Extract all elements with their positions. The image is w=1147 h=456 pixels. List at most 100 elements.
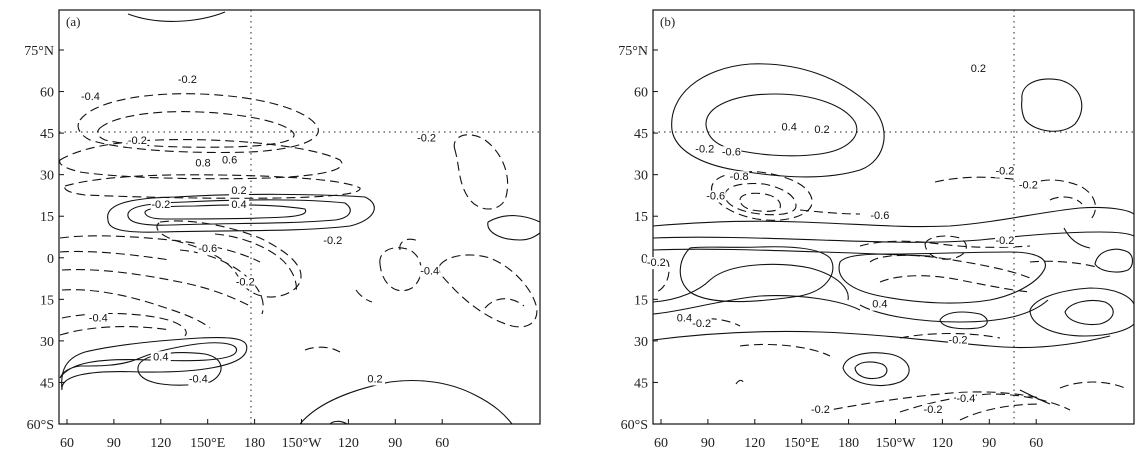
panel-a-y-tick-label: 45 bbox=[40, 376, 54, 391]
panel-a-contour-label-bg bbox=[228, 198, 249, 211]
panel-a-contour-label: -0.4 bbox=[189, 373, 208, 385]
panel-a-contour-label-bg bbox=[228, 185, 249, 198]
panel-b-contour-label-bg bbox=[721, 146, 742, 159]
panel-b-y-tick-label: 30 bbox=[634, 169, 648, 184]
panel-b-contour-label-bg bbox=[779, 121, 800, 134]
panel-b-contour-label-bg bbox=[691, 318, 712, 331]
panel-a-x-tick-label: 90 bbox=[388, 436, 402, 451]
panel-a-axes: 60 90 120 150°E 180 150°W 120 90 60 75°N 60 45 30 15 0… bbox=[24, 44, 449, 451]
panel-a-x-tick-label: 120 bbox=[150, 436, 171, 451]
panel-a-contour-label-bg bbox=[416, 132, 437, 145]
panel-a-y-tick-label: 75°N bbox=[24, 44, 54, 59]
panel-b-contour-label-bg bbox=[923, 403, 944, 416]
panel-a-y-tick-label: 45 bbox=[40, 127, 54, 142]
panel-a-y-tick-label: 15 bbox=[40, 293, 54, 308]
panel-a-contour-label: 0.2 bbox=[367, 373, 382, 385]
panel-b-contour-label: -0.6 bbox=[870, 210, 889, 222]
panel-b-x-tick-label: 150°E bbox=[784, 436, 819, 451]
panel-b-contour-label: 0.2 bbox=[971, 63, 986, 75]
panel-b-contours bbox=[652, 63, 1135, 421]
panel-b-x-tick-label: 90 bbox=[701, 436, 715, 451]
panel-a-x-tick-label: 90 bbox=[107, 436, 121, 451]
panel-a-contour-label: 0.2 bbox=[231, 185, 246, 197]
panel-a-y-tick-label: 30 bbox=[40, 335, 54, 350]
panel-b-y-tick-label: 15 bbox=[634, 293, 648, 308]
panel-b-x-tick-label: 120 bbox=[744, 436, 765, 451]
panel-a-contour-label-bg bbox=[364, 373, 385, 386]
panel-a-y-tick-label: 60°S bbox=[27, 418, 54, 433]
panel-a-contour-label-bg bbox=[177, 74, 198, 87]
panel-b-contour-label: -0.2 bbox=[995, 166, 1014, 178]
panel-a-contour-label: -0.2 bbox=[417, 132, 436, 144]
panel-b-contour-label-bg bbox=[729, 171, 750, 184]
panel-b-contour-label-bg bbox=[994, 165, 1015, 178]
panel-a-contours bbox=[59, 11, 541, 425]
panel-b-y-tick-label: 45 bbox=[634, 376, 648, 391]
panel-b-contour-label: -0.2 bbox=[695, 144, 714, 156]
panel-a-contour-label-bg bbox=[322, 234, 343, 247]
panel-a-contour-label-bg bbox=[219, 154, 240, 167]
panel-a-x-tick-label: 60 bbox=[60, 436, 74, 451]
panel-a-contour-label: -0.4 bbox=[89, 312, 108, 324]
panel-b-x-tick-label: 150°W bbox=[876, 436, 917, 451]
panel-b-contour-label-bg bbox=[968, 63, 989, 76]
panel-b-contour-label: 0.4 bbox=[677, 312, 692, 324]
panel-a-contour-label: 0.4 bbox=[153, 351, 168, 363]
panel-a-label: (a) bbox=[66, 14, 80, 29]
panel-b-y-tick-label: 60°S bbox=[621, 418, 648, 433]
panel-a-contour-label-bg bbox=[150, 351, 171, 364]
panel-b: (b) 60 90 120 150°E 180 150°W 120 90 60 75°N 60 45 3… bbox=[618, 9, 1135, 451]
panel-b-contour-label-bg bbox=[646, 257, 667, 270]
panel-a-contour-label-bg bbox=[80, 90, 101, 103]
panel-a-contour-label: -0.6 bbox=[198, 243, 217, 255]
panel-a-contour-label-bg bbox=[188, 373, 209, 386]
panel-b-contour-label-bg bbox=[705, 190, 726, 203]
panel-b-x-tick-label: 60 bbox=[1029, 436, 1043, 451]
panel-b-contour-label: -0.2 bbox=[949, 335, 968, 347]
panel-a-contour-label: -0.2 bbox=[323, 235, 342, 247]
panel-b-contour-label-bg bbox=[994, 234, 1015, 247]
panel-a-contour-label-bg bbox=[197, 243, 218, 256]
panel-a-contour-label-bg bbox=[419, 265, 440, 278]
panel-b-y-tick-label: 60 bbox=[634, 86, 648, 101]
panel-a-contour-label-bg bbox=[193, 157, 214, 170]
panel-a: (a) 60 90 120 150°E 180 150°W 120 90 60 75°N 60 45 3… bbox=[24, 9, 541, 451]
panel-b-contour-label: -0.2 bbox=[995, 235, 1014, 247]
panel-a-contour-labels: -0.2 -0.4 -0.2 0.8 0.6 0.2 0.4 -0.2 -0.6 -0.2 -0.2… bbox=[80, 74, 440, 386]
panel-a-contour-label: -0.4 bbox=[81, 91, 100, 103]
panel-b-contour-label: 0.4 bbox=[872, 299, 887, 311]
panel-a-contour-label: -0.2 bbox=[151, 199, 170, 211]
panel-b-contour-label: -0.2 bbox=[1019, 180, 1038, 192]
panel-a-contour-label: -0.2 bbox=[128, 135, 147, 147]
panel-b-contour-label: -0.2 bbox=[811, 404, 830, 416]
panel-a-contour-label-bg bbox=[88, 312, 109, 325]
panel-a-contour-label: -0.2 bbox=[236, 276, 255, 288]
panel-b-contour-label: -0.4 bbox=[956, 393, 975, 405]
panel-b-contour-label: -0.8 bbox=[730, 171, 749, 183]
panel-a-y-tick-label: 30 bbox=[40, 169, 54, 184]
panel-b-y-tick-label: 45 bbox=[634, 127, 648, 142]
panel-a-contour-label: -0.4 bbox=[420, 265, 439, 277]
panel-b-contour-label: 0.2 bbox=[814, 124, 829, 136]
panel-b-contour-label-bg bbox=[948, 334, 969, 347]
panel-b-y-tick-label: 0 bbox=[641, 252, 648, 267]
panel-a-contour-label-bg bbox=[150, 198, 171, 211]
panel-b-contour-label-bg bbox=[694, 143, 715, 156]
panel-a-contour-label: 0.4 bbox=[231, 199, 246, 211]
panel-b-x-tick-label: 120 bbox=[932, 436, 953, 451]
panel-a-x-tick-label: 120 bbox=[338, 436, 359, 451]
panel-a-x-tick-label: 60 bbox=[435, 436, 449, 451]
panel-b-contour-label: -0.6 bbox=[722, 146, 741, 158]
panel-b-contour-label: -0.2 bbox=[924, 404, 943, 416]
panel-a-contour-label: 0.8 bbox=[195, 157, 210, 169]
panel-b-y-tick-label: 75°N bbox=[618, 44, 648, 59]
panel-a-x-tick-label: 180 bbox=[244, 436, 265, 451]
panel-a-y-tick-label: 15 bbox=[40, 210, 54, 225]
panel-b-contour-label-bg bbox=[869, 209, 890, 222]
panel-b-contour-label-bg bbox=[674, 312, 695, 325]
panel-b-contour-label: -0.2 bbox=[647, 257, 666, 269]
panel-a-contour-label-bg bbox=[127, 135, 148, 148]
panel-b-label: (b) bbox=[660, 14, 675, 29]
panel-b-contour-label-bg bbox=[812, 124, 833, 137]
